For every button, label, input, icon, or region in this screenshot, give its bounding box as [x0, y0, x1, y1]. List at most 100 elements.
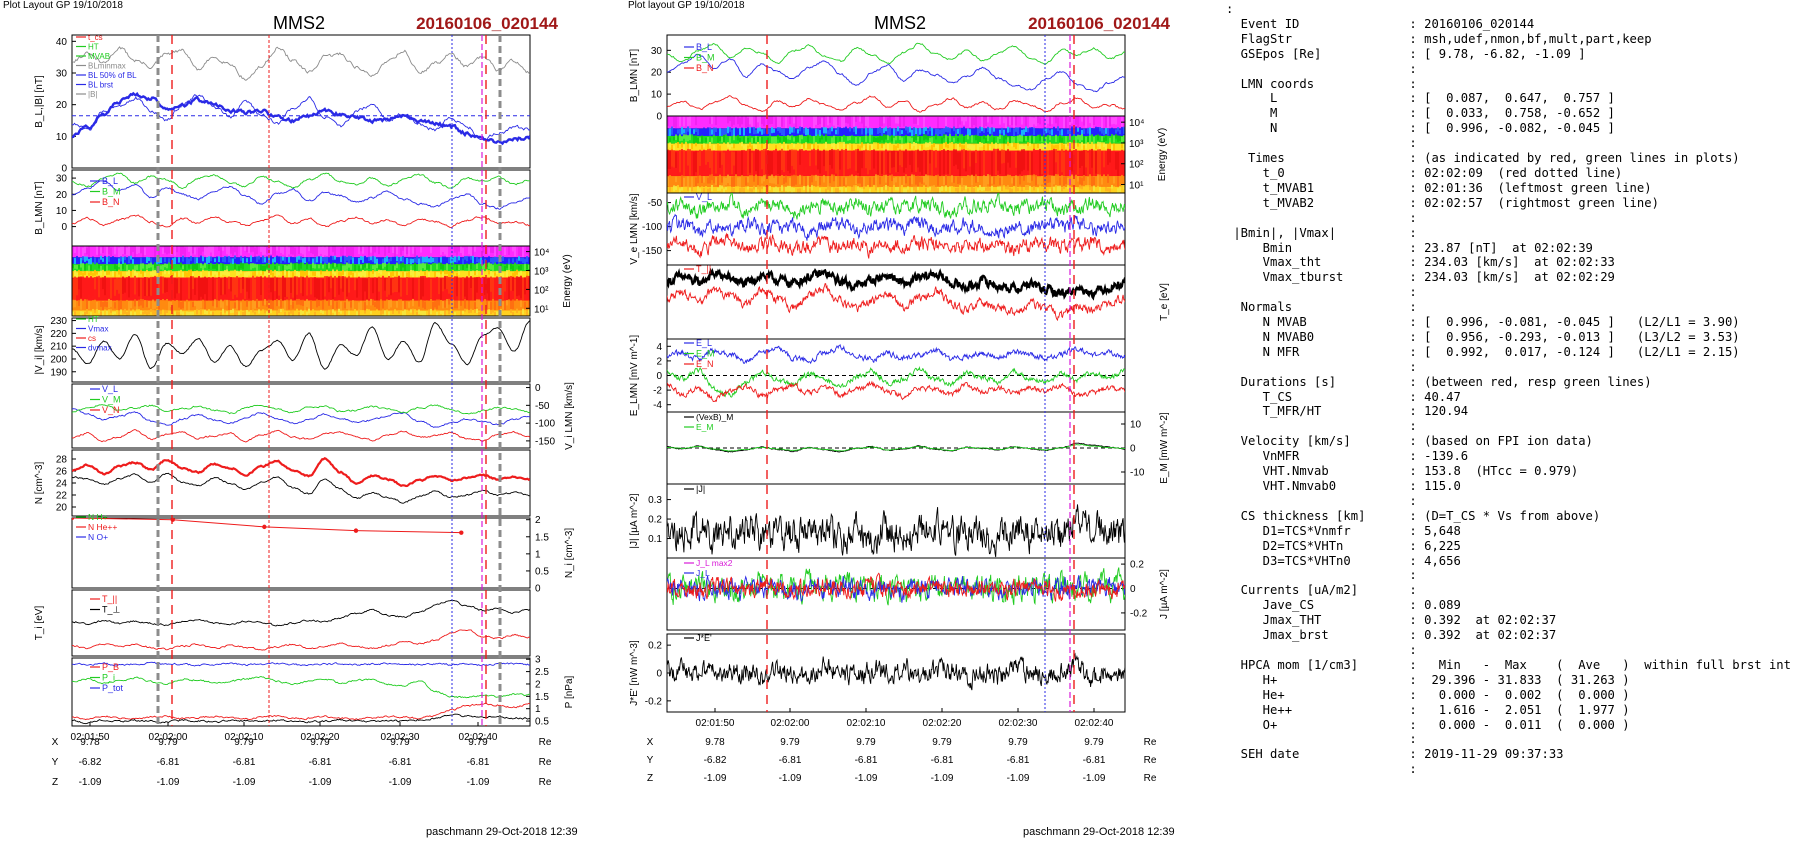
spectrogram-pixel — [230, 246, 232, 254]
spectrogram-pixel — [855, 149, 857, 171]
spectrogram-pixel — [448, 277, 450, 294]
spectrogram-pixel — [965, 116, 967, 122]
spectrogram-pixel — [138, 258, 140, 265]
spectrogram-pixel — [753, 117, 755, 131]
spectrogram-pixel — [873, 142, 875, 146]
spectrogram-pixel — [520, 246, 522, 256]
spectrogram-pixel — [102, 302, 104, 313]
spectrogram-pixel — [973, 152, 975, 177]
spectrogram-pixel — [917, 149, 919, 168]
y-tick-label: -4 — [653, 400, 662, 411]
spectrogram-pixel — [1111, 152, 1113, 176]
spectrogram-pixel — [1027, 150, 1029, 171]
spectrogram-pixel — [124, 262, 126, 269]
spectrogram-pixel — [94, 276, 96, 290]
spectrogram-pixel — [887, 128, 889, 137]
spectrogram-pixel — [310, 271, 312, 278]
spectrogram-pixel — [208, 271, 210, 277]
spectrogram-pixel — [126, 271, 128, 276]
summary-line: Velocity [km/s] : (based on FPI ion data… — [1226, 434, 1593, 449]
spectrogram-pixel — [104, 301, 106, 307]
spectrogram-pixel — [1095, 187, 1097, 193]
spectrogram-pixel — [276, 277, 278, 299]
spectrogram-pixel — [376, 263, 378, 269]
spectrogram-pixel — [236, 300, 238, 310]
spectrogram-pixel — [755, 174, 757, 185]
spectrogram-pixel — [458, 246, 460, 252]
spectrogram-pixel — [462, 264, 464, 271]
spectrogram-pixel — [224, 299, 226, 311]
spectrogram-pixel — [1015, 151, 1017, 168]
spectrogram-pixel — [174, 246, 176, 256]
spectrogram-pixel — [669, 142, 671, 148]
spectrogram-pixel — [130, 278, 132, 294]
spectrogram-pixel — [424, 257, 426, 263]
spectrogram-pixel — [829, 137, 831, 147]
spectrogram-pixel — [210, 270, 212, 276]
spectrogram-pixel — [174, 301, 176, 312]
spectrogram-pixel — [180, 262, 182, 268]
spectrogram-pixel — [188, 264, 190, 269]
spectrogram-pixel — [955, 187, 957, 192]
spectrogram-pixel — [1085, 185, 1087, 189]
spectrogram-pixel — [713, 127, 715, 136]
spectrogram-pixel — [178, 300, 180, 308]
spectrogram-pixel — [949, 127, 951, 135]
spectrogram-pixel — [735, 117, 737, 126]
spectrogram-pixel — [408, 271, 410, 279]
spectrogram-pixel — [430, 265, 432, 273]
y-tick-label: 210 — [50, 342, 67, 353]
spectrogram-pixel — [747, 149, 749, 176]
spectrogram-pixel — [1089, 185, 1091, 190]
ephemeris-value: -1.09 — [855, 773, 878, 784]
spectrogram-pixel — [1105, 134, 1107, 141]
spectrogram-pixel — [893, 185, 895, 190]
spectrogram-pixel — [895, 176, 897, 183]
spectrogram-pixel — [993, 127, 995, 132]
spectrogram-pixel — [256, 256, 258, 262]
ephemeris-value: 9.79 — [390, 737, 410, 748]
spectrogram-pixel — [270, 309, 272, 314]
spectrogram-pixel — [218, 310, 220, 316]
spectrogram-pixel — [683, 134, 685, 139]
spectrogram-pixel — [378, 276, 380, 292]
spectrogram-pixel — [260, 265, 262, 272]
spectrogram-pixel — [711, 150, 713, 177]
spectrogram-pixel — [300, 276, 302, 294]
spectrogram-pixel — [1077, 127, 1079, 132]
y-axis-label: P [nPa] — [564, 675, 575, 708]
spectrogram-pixel — [883, 116, 885, 124]
spectrogram-pixel — [478, 299, 480, 310]
spectrogram-pixel — [1097, 116, 1099, 124]
spectrogram-pixel — [274, 269, 276, 276]
spectrogram-pixel — [318, 299, 320, 307]
spectrogram-pixel — [1103, 186, 1105, 192]
spectrogram-pixel — [1061, 175, 1063, 183]
spectrogram-pixel — [492, 298, 494, 306]
spectrogram-pixel — [915, 150, 917, 173]
spectrogram-pixel — [206, 264, 208, 271]
spectrogram-pixel — [114, 271, 116, 279]
spectrogram-pixel — [691, 186, 693, 192]
spectrogram-pixel — [360, 264, 362, 269]
spectrogram-pixel — [1107, 148, 1109, 165]
spectrogram-pixel — [967, 144, 969, 149]
spectrogram-pixel — [873, 117, 875, 125]
spectrogram-pixel — [92, 278, 94, 296]
spectrogram-pixel — [72, 311, 74, 316]
spectrogram-pixel — [943, 176, 945, 185]
spectrogram-pixel — [310, 257, 312, 264]
spectrogram-pixel — [450, 271, 452, 277]
spectrogram-pixel — [452, 246, 454, 251]
spectrogram-pixel — [142, 299, 144, 308]
spectrogram-pixel — [478, 258, 480, 267]
spectrogram-pixel — [474, 264, 476, 271]
spectrogram-pixel — [226, 265, 228, 271]
spectrogram-pixel — [116, 247, 118, 259]
spectrogram-pixel — [386, 278, 388, 297]
spectrogram-pixel — [250, 278, 252, 292]
spectrogram-pixel — [492, 257, 494, 265]
summary-line: : — [1226, 2, 1234, 16]
spectrogram-pixel — [711, 144, 713, 152]
spectrogram-pixel — [184, 301, 186, 310]
